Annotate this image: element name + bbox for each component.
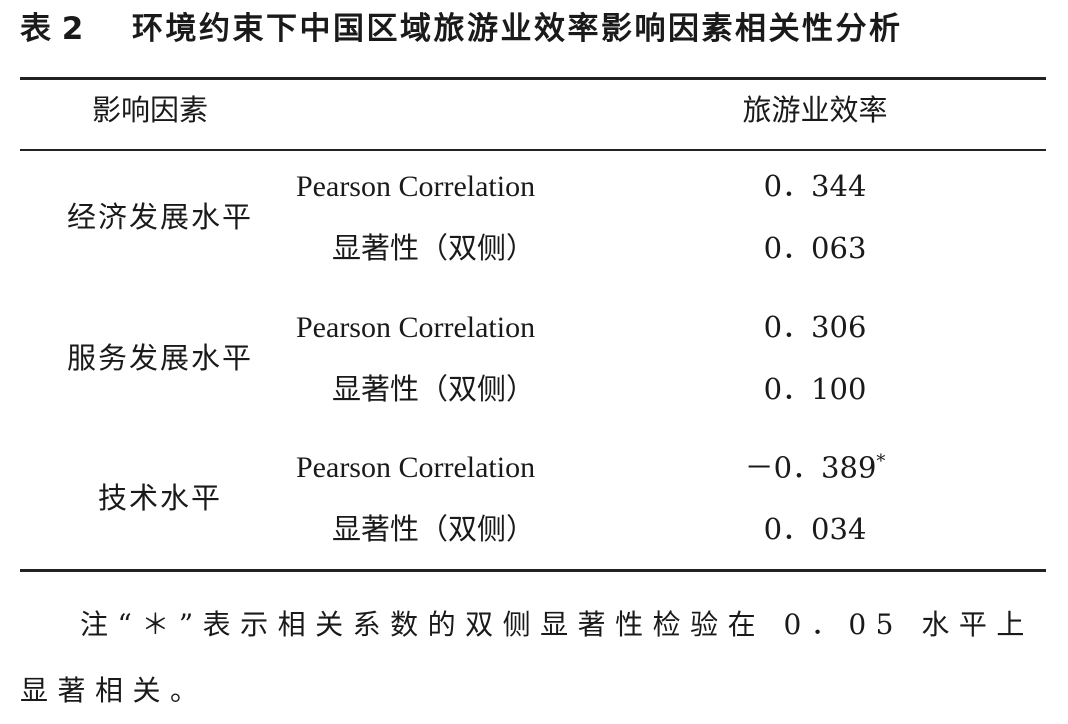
value-text: 0．034 [763, 512, 867, 546]
table-label: 表 2 [20, 11, 84, 47]
factor-cell: 技术水平 [97, 481, 222, 515]
header-cell: 旅游业效率 [742, 93, 888, 127]
value-text: 0．063 [763, 231, 867, 265]
factor-cell: 服务发展水平 [66, 341, 253, 375]
page: 表 2 环境约束下中国区域旅游业效率影响因素相关性分析 影响因素 旅游业效率 经… [20, 11, 1046, 707]
value-cell: 0．344 [700, 172, 930, 201]
value-text: 0．344 [763, 169, 867, 203]
value-cell: 0．306 [700, 313, 930, 342]
value-cell: －0．389* [700, 453, 930, 483]
measure-cell: 显著性（双侧） [332, 372, 536, 406]
value-cell: 0．100 [700, 375, 930, 404]
value-text: 0．100 [763, 372, 867, 406]
measure-cell: 显著性（双侧） [332, 231, 536, 265]
table-note: 注“＊”表示相关系数的双侧显著性检验在 0．05 水平上显著相关。 [20, 608, 1034, 707]
factor-cell: 经济发展水平 [66, 200, 253, 234]
mid-rule [20, 149, 1046, 151]
value-cell: 0．034 [700, 515, 930, 544]
measure-cell: Pearson Correlation [296, 451, 536, 484]
measure-cell: Pearson Correlation [296, 170, 536, 203]
value-text: －0．389 [744, 450, 877, 485]
top-rule [20, 77, 1046, 80]
table-title: 环境约束下中国区域旅游业效率影响因素相关性分析 [132, 11, 903, 47]
header-cell: 影响因素 [92, 93, 209, 127]
value-text: 0．306 [763, 310, 867, 344]
bottom-rule [20, 569, 1046, 572]
significance-marker: * [876, 451, 886, 472]
measure-cell: Pearson Correlation [296, 311, 536, 344]
value-cell: 0．063 [700, 234, 930, 263]
measure-cell: 显著性（双侧） [332, 512, 536, 546]
